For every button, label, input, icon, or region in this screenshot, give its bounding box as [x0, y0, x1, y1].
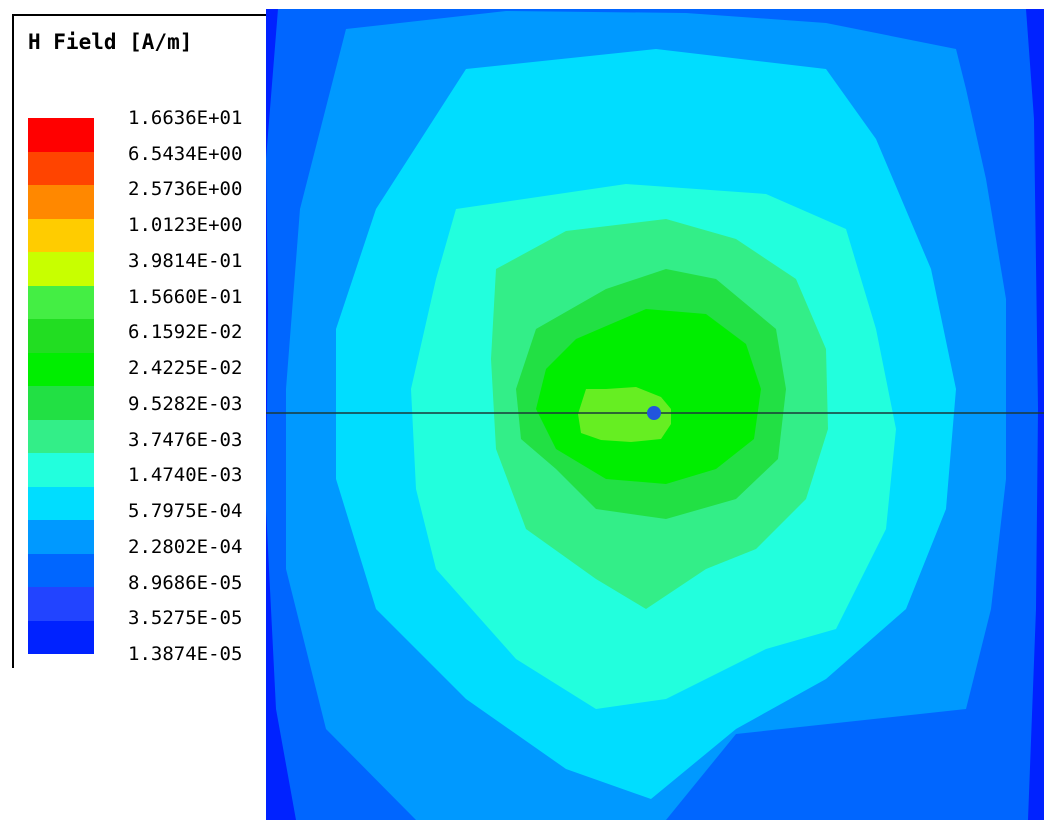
tick-label: 2.4225E-02: [128, 357, 243, 380]
color-swatch: [28, 520, 94, 554]
color-swatch: [28, 218, 94, 252]
color-swatch: [28, 386, 94, 420]
tick-label: 6.1592E-02: [128, 321, 243, 344]
tick-label: 1.4740E-03: [128, 464, 243, 487]
tick-label: 3.7476E-03: [128, 428, 243, 451]
tick-label: 1.3874E-05: [128, 643, 243, 665]
tick-label: 5.7975E-04: [128, 500, 243, 523]
tick-label: 6.5434E+00: [128, 142, 243, 165]
tick-label: 2.2802E-04: [128, 535, 243, 558]
color-swatch: [28, 285, 94, 319]
color-scale-bar: [28, 118, 94, 654]
tick-label: 1.5660E-01: [128, 285, 243, 308]
source-point: [647, 406, 661, 420]
color-swatch: [28, 352, 94, 386]
tick-label: 3.5275E-05: [128, 607, 243, 630]
color-swatch: [28, 453, 94, 487]
color-swatch: [28, 419, 94, 453]
color-swatch: [28, 185, 94, 219]
color-swatch: [28, 620, 94, 654]
field-plot: [266, 9, 1044, 820]
tick-label: 2.5736E+00: [128, 178, 243, 201]
tick-label: 9.5282E-03: [128, 392, 243, 415]
tick-label: 8.9686E-05: [128, 571, 243, 594]
color-swatch: [28, 553, 94, 587]
legend-panel: H Field [A/m] 1.6636E+01 6.5434E+00 2.5736…: [12, 14, 266, 668]
field-contour-8: [578, 387, 671, 442]
color-swatch: [28, 486, 94, 520]
tick-label: 1.0123E+00: [128, 214, 243, 237]
color-swatch: [28, 587, 94, 621]
color-swatch: [28, 319, 94, 353]
tick-label: 1.6636E+01: [128, 107, 243, 129]
legend-title: H Field [A/m]: [28, 30, 193, 54]
color-swatch: [28, 118, 94, 152]
color-swatch: [28, 252, 94, 286]
tick-label: 3.9814E-01: [128, 249, 243, 272]
color-swatch: [28, 151, 94, 185]
